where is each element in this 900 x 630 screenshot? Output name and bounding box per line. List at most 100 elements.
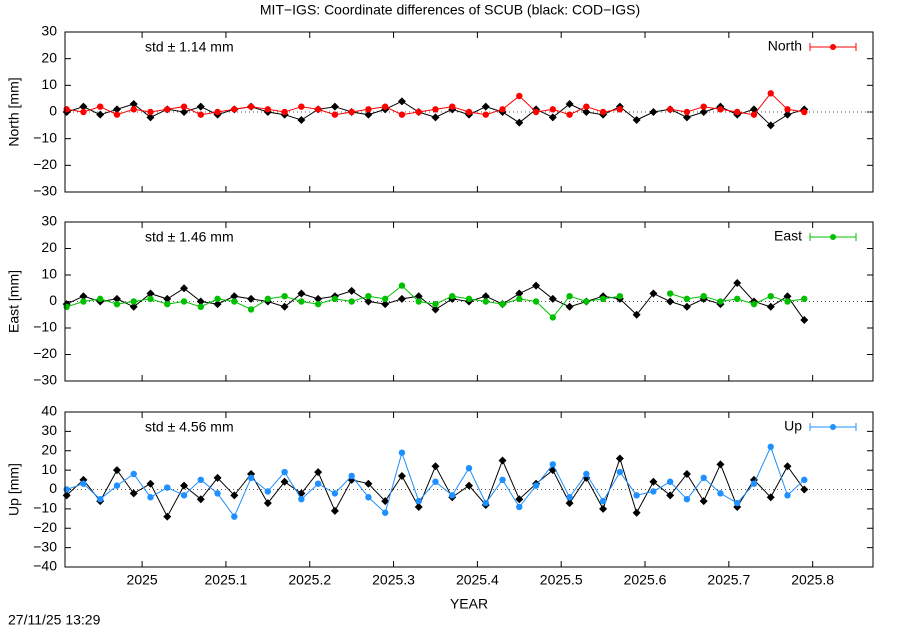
point: [683, 108, 691, 116]
point: [515, 289, 524, 298]
point: [214, 108, 221, 116]
point: [180, 103, 188, 110]
point: [582, 108, 591, 116]
point: [347, 286, 356, 295]
point: [784, 492, 791, 499]
point: [716, 460, 725, 469]
point: [800, 316, 809, 325]
point: [381, 300, 390, 309]
point: [583, 103, 590, 110]
point: [213, 473, 222, 482]
point: [499, 300, 506, 308]
point: [650, 488, 657, 495]
y-tick-label: −10: [33, 129, 57, 145]
point: [264, 106, 272, 113]
point: [449, 103, 456, 110]
point: [432, 106, 439, 113]
figure-title: MIT−IGS: Coordinate differences of SCUB …: [260, 2, 640, 18]
y-tick-label: −20: [33, 345, 57, 361]
point: [164, 106, 171, 113]
point: [314, 480, 322, 487]
point: [766, 121, 775, 130]
point: [431, 113, 440, 122]
point: [749, 105, 758, 114]
point: [164, 300, 171, 308]
series-line: [66, 100, 805, 126]
y-tick-label: −30: [33, 183, 57, 199]
point: [649, 477, 658, 486]
point: [516, 92, 523, 100]
point: [431, 462, 440, 471]
point: [549, 106, 557, 113]
point: [164, 484, 171, 491]
point: [146, 289, 155, 298]
annotation: std ± 1.46 mm: [145, 229, 234, 245]
point: [331, 490, 339, 497]
point: [499, 106, 506, 113]
point: [80, 298, 87, 305]
point: [365, 293, 372, 300]
point: [231, 298, 238, 305]
y-tick-label: 10: [41, 76, 57, 92]
y-tick-label: −40: [33, 558, 57, 574]
x-tick-label: 2025.5: [540, 572, 583, 588]
point: [431, 305, 440, 314]
point: [147, 108, 154, 116]
point: [784, 298, 791, 305]
point: [415, 108, 422, 116]
point: [734, 295, 741, 303]
point: [632, 116, 641, 124]
x-tick-label: 2025.8: [791, 572, 834, 588]
y-tick-label: −20: [33, 156, 57, 172]
point: [196, 102, 205, 111]
point: [683, 295, 691, 303]
legend-marker: [830, 44, 836, 50]
point: [784, 106, 791, 113]
point: [196, 495, 205, 504]
point: [214, 295, 221, 303]
point: [381, 509, 389, 516]
point: [700, 103, 707, 110]
point: [398, 449, 406, 456]
point: [314, 468, 323, 477]
point: [649, 108, 658, 116]
point: [465, 108, 473, 116]
point: [146, 479, 155, 488]
point: [180, 481, 189, 490]
point: [783, 292, 792, 301]
point: [583, 470, 590, 478]
point: [281, 293, 288, 300]
point: [583, 298, 590, 305]
point: [163, 294, 172, 303]
plot-frame: [64, 31, 874, 193]
point: [482, 499, 489, 507]
point: [113, 300, 121, 308]
legend-label: East: [774, 228, 802, 244]
point: [147, 295, 154, 303]
point: [180, 492, 188, 499]
plot-frame: [64, 221, 874, 382]
point: [214, 490, 221, 497]
point: [449, 293, 456, 300]
point: [97, 295, 104, 303]
point: [666, 290, 674, 297]
point: [280, 302, 289, 311]
point: [449, 492, 456, 499]
point: [264, 295, 272, 303]
point: [532, 298, 540, 305]
point: [80, 480, 87, 487]
point: [331, 111, 339, 118]
point: [364, 479, 373, 488]
point: [481, 102, 490, 111]
point: [80, 108, 87, 116]
point: [415, 497, 422, 505]
point: [565, 100, 574, 108]
point: [97, 495, 104, 503]
point: [297, 116, 306, 124]
point: [700, 474, 707, 482]
y-tick-label: −20: [33, 519, 57, 535]
point: [230, 292, 239, 301]
point: [414, 502, 423, 511]
point: [314, 294, 323, 303]
